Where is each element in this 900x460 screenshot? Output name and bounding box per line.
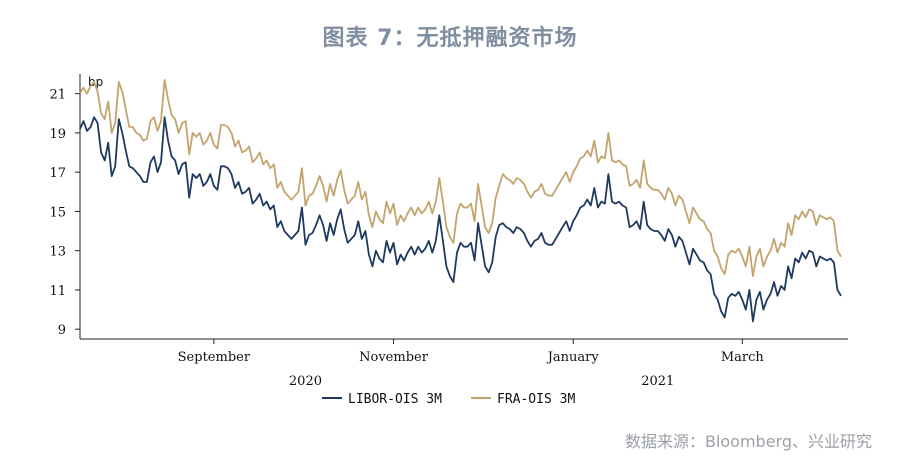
legend-label: LIBOR-OIS 3M <box>348 392 442 407</box>
series-line-libor-ois <box>79 116 842 323</box>
x-tick-label: March <box>721 350 765 365</box>
x-tick-label: November <box>359 350 429 365</box>
x-ticks: September November January March 2020 2021 <box>178 339 765 389</box>
series-lines <box>79 79 842 323</box>
x-tick-label: September <box>178 350 251 365</box>
y-tick-label: 15 <box>49 205 66 220</box>
series-line-fra-ois <box>79 79 842 278</box>
y-tick-label: 19 <box>49 127 66 142</box>
y-ticks: 9 11 13 15 17 19 21 <box>49 88 80 338</box>
x-tick-label: January <box>546 350 600 365</box>
source-note: 数据来源：Bloomberg、兴业研究 <box>624 432 872 451</box>
year-label: 2020 <box>289 374 322 389</box>
legend: LIBOR-OIS 3M FRA-OIS 3M <box>322 392 575 407</box>
y-tick-label: 17 <box>49 166 66 181</box>
y-tick-label: 11 <box>49 284 66 299</box>
y-tick-label: 9 <box>58 323 66 338</box>
y-tick-label: 21 <box>49 88 66 103</box>
chart-title: 图表 7：无抵押融资市场 <box>322 26 578 51</box>
year-label: 2021 <box>641 374 674 389</box>
legend-label: FRA-OIS 3M <box>497 392 575 407</box>
y-tick-label: 13 <box>49 245 66 260</box>
